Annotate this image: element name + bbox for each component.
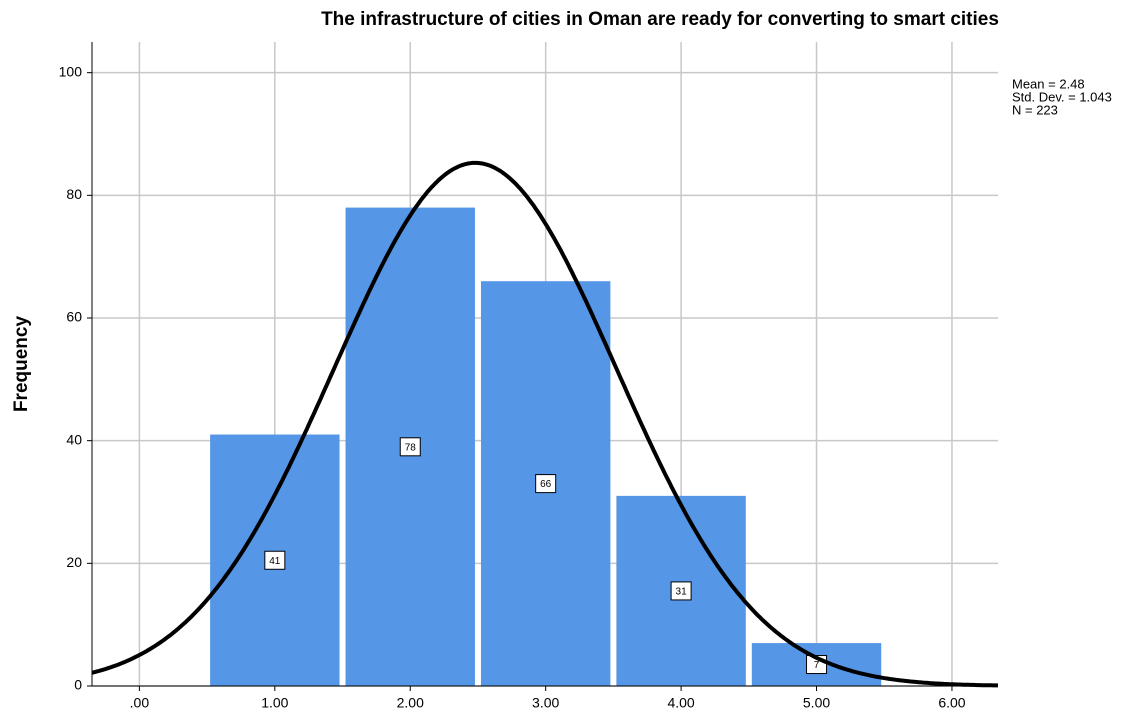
stat-n: N = 223 (1012, 102, 1058, 117)
stat-sd: Std. Dev. = 1.043 (1012, 89, 1112, 104)
y-tick-label: 80 (66, 186, 82, 202)
x-tick-label: .00 (130, 695, 150, 711)
x-tick-label: 2.00 (397, 695, 424, 711)
y-tick-label: 60 (66, 309, 82, 325)
y-axis-label: Frequency (11, 316, 32, 413)
x-tick-label: 5.00 (803, 695, 830, 711)
x-tick-label: 6.00 (938, 695, 965, 711)
y-tick-label: 100 (59, 63, 83, 79)
chart-title: The infrastructure of cities in Oman are… (321, 9, 999, 30)
stat-mean: Mean = 2.48 (1012, 76, 1085, 91)
x-tick-label: 1.00 (261, 695, 288, 711)
y-tick-label: 40 (66, 431, 82, 447)
data-label: 78 (405, 442, 417, 453)
normal-curve (91, 160, 998, 688)
data-label-box (535, 474, 557, 494)
data-label: 41 (269, 556, 281, 567)
data-label-box (264, 550, 286, 570)
data-label: 31 (676, 587, 688, 598)
data-label: 7 (814, 660, 820, 671)
data-label-box (670, 581, 692, 601)
data-label-box (399, 437, 421, 457)
x-tick-label: 4.00 (667, 695, 694, 711)
y-tick-label: 0 (74, 677, 82, 693)
data-label: 66 (540, 479, 552, 490)
y-tick-label: 20 (66, 554, 82, 570)
x-tick-label: 3.00 (532, 695, 559, 711)
